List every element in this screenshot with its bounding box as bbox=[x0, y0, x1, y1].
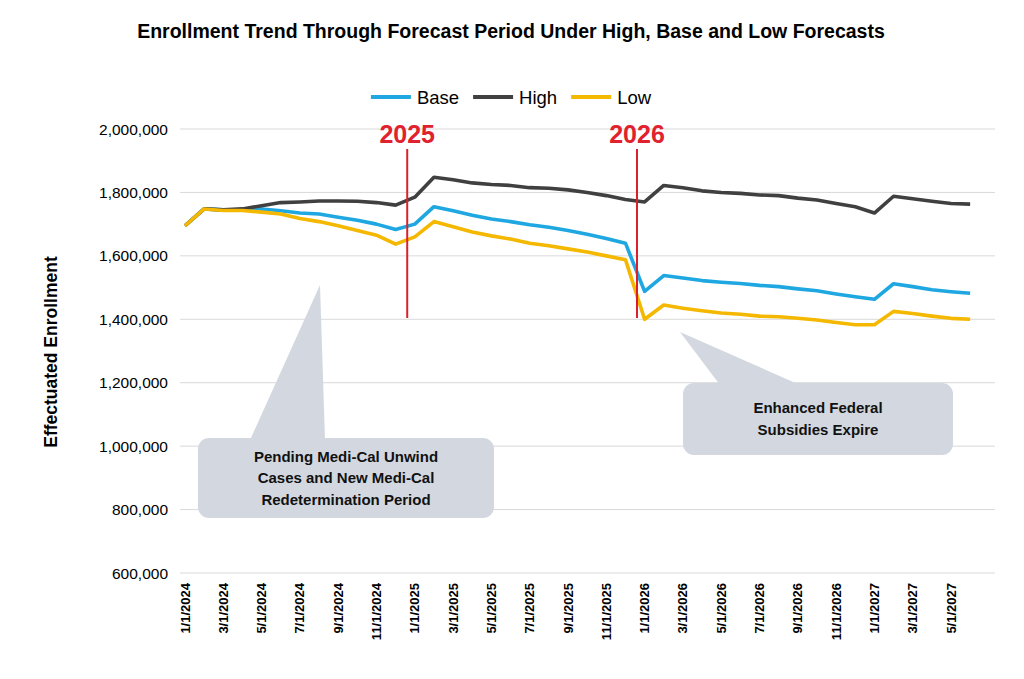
annotation-line: Redetermination Period bbox=[261, 491, 430, 508]
x-tick-label: 9/1/2025 bbox=[561, 583, 576, 634]
legend-swatch bbox=[571, 95, 611, 99]
y-tick-label: 1,800,000 bbox=[99, 184, 168, 201]
legend-label: Base bbox=[417, 87, 459, 108]
series-line bbox=[185, 209, 970, 325]
x-tick-label: 3/1/2027 bbox=[905, 583, 920, 634]
x-tick-label: 1/1/2026 bbox=[637, 583, 652, 634]
x-tick-label: 9/1/2026 bbox=[790, 583, 805, 634]
y-tick-label: 2,000,000 bbox=[99, 121, 168, 138]
x-tick-label: 11/1/2024 bbox=[369, 582, 384, 640]
legend-swatch bbox=[371, 95, 411, 99]
y-tick-label: 800,000 bbox=[112, 501, 168, 518]
year-marker-line bbox=[406, 149, 408, 318]
x-tick-label: 11/1/2026 bbox=[829, 583, 844, 640]
y-tick-label: 1,200,000 bbox=[99, 374, 168, 391]
annotation-line: Subsidies Expire bbox=[758, 421, 879, 438]
year-marker-label: 2026 bbox=[609, 120, 665, 148]
page: {"chart_data": { "type": "line", "title"… bbox=[0, 0, 1024, 679]
x-tick-label: 11/1/2025 bbox=[599, 583, 614, 640]
annotation-text: Enhanced Federal Subsidies Expire bbox=[753, 399, 882, 438]
annotation-line: Cases and New Medi-Cal bbox=[258, 469, 435, 486]
y-tick-label: 1,600,000 bbox=[99, 247, 168, 264]
chart: Enrollment Trend Through Forecast Period… bbox=[0, 0, 1024, 679]
callout-box bbox=[683, 383, 953, 455]
year-marker-label: 2025 bbox=[379, 120, 435, 148]
x-tick-label: 5/1/2024 bbox=[254, 582, 269, 633]
callout-pointer bbox=[250, 285, 325, 440]
series-lines bbox=[185, 177, 970, 324]
x-tick-label: 5/1/2025 bbox=[484, 583, 499, 634]
x-tick-label: 5/1/2026 bbox=[714, 583, 729, 634]
annotation-text: Pending Medi-Cal Unwind Cases and New Med… bbox=[254, 448, 438, 508]
x-tick-label: 3/1/2024 bbox=[216, 582, 231, 633]
x-tick-label: 3/1/2026 bbox=[675, 583, 690, 634]
callout: Enhanced Federal Subsidies Expire bbox=[680, 332, 953, 455]
x-tick-label: 9/1/2024 bbox=[331, 582, 346, 633]
x-tick-label: 7/1/2026 bbox=[752, 583, 767, 634]
annotation-line: Pending Medi-Cal Unwind bbox=[254, 448, 438, 465]
annotation-line: Enhanced Federal bbox=[753, 399, 882, 416]
x-tick-label: 1/1/2025 bbox=[407, 583, 422, 634]
x-tick-label: 1/1/2024 bbox=[178, 582, 193, 633]
chart-title: Enrollment Trend Through Forecast Period… bbox=[137, 20, 885, 42]
grid-line bbox=[180, 319, 995, 320]
grid-line bbox=[180, 255, 995, 256]
y-tick-label: 1,000,000 bbox=[99, 438, 168, 455]
y-axis-title: Effectuated Enrollment bbox=[41, 256, 61, 448]
grid-line bbox=[180, 129, 995, 130]
legend-label: Low bbox=[617, 87, 652, 108]
y-tick-label: 600,000 bbox=[112, 565, 168, 582]
callout-box bbox=[198, 438, 494, 518]
legend-label: High bbox=[519, 87, 557, 108]
x-tick-label: 1/1/2027 bbox=[867, 583, 882, 634]
legend-swatch bbox=[473, 95, 513, 99]
grid-line bbox=[180, 573, 995, 574]
legend: Base High Low bbox=[371, 87, 652, 108]
x-tick-label: 7/1/2024 bbox=[292, 582, 307, 633]
x-tick-label: 5/1/2027 bbox=[944, 583, 959, 634]
x-tick-label: 3/1/2025 bbox=[446, 583, 461, 634]
callout: Pending Medi-Cal Unwind Cases and New Med… bbox=[198, 285, 494, 518]
grid bbox=[180, 129, 995, 573]
x-tick-label: 7/1/2025 bbox=[522, 583, 537, 634]
year-marker-line bbox=[636, 149, 638, 318]
callout-pointer bbox=[680, 332, 800, 385]
y-tick-label: 1,400,000 bbox=[99, 311, 168, 328]
